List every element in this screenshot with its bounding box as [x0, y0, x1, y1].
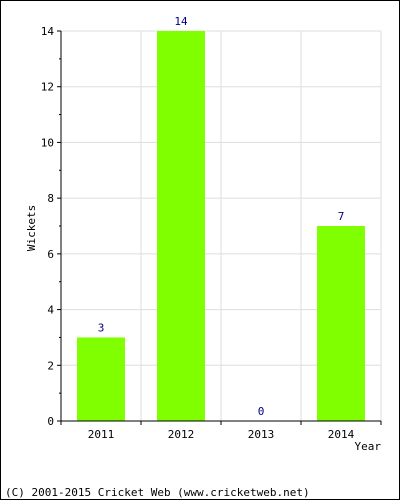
y-tick-label: 10 [41, 136, 54, 149]
y-tick-label: 2 [47, 359, 54, 372]
bar-2011 [77, 337, 125, 421]
grid-lines [60, 30, 382, 422]
x-tick-label: 2011 [88, 428, 115, 441]
y-tick-label: 0 [47, 415, 54, 428]
data-label: 14 [174, 15, 188, 28]
copyright-footer: (C) 2001-2015 Cricket Web (www.cricketwe… [5, 486, 310, 499]
y-axis-title: Wickets [25, 205, 38, 251]
data-label: 0 [258, 405, 265, 418]
data-label: 3 [98, 321, 105, 334]
bars [77, 31, 365, 421]
x-tick-label: 2013 [248, 428, 275, 441]
y-tick-label: 14 [41, 25, 55, 38]
x-axis-title: Year [355, 440, 382, 453]
bar-2014 [317, 226, 365, 421]
data-label: 7 [338, 210, 345, 223]
x-tick-label: 2014 [328, 428, 355, 441]
y-tick-label: 4 [47, 304, 54, 317]
x-tick-label: 2012 [168, 428, 195, 441]
y-tick-label: 6 [47, 248, 54, 261]
y-tick-label: 12 [41, 81, 54, 94]
axes [57, 30, 382, 425]
y-tick-label: 8 [47, 192, 54, 205]
bar-2012 [157, 31, 205, 421]
